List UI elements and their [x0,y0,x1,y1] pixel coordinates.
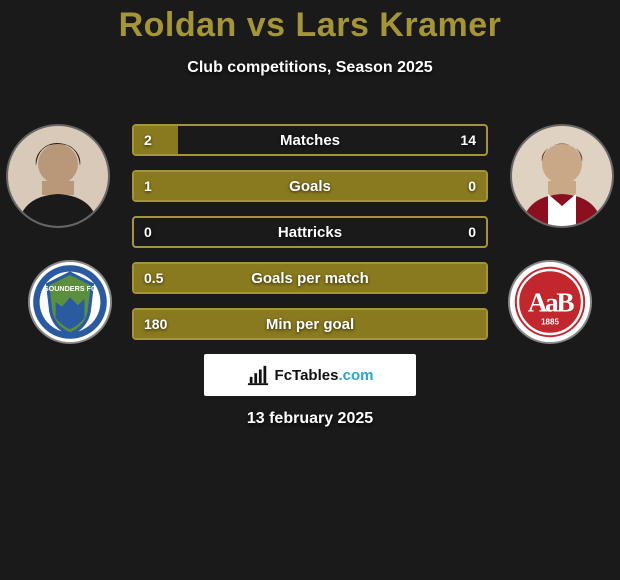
stat-left-value: 0.5 [144,270,163,286]
stat-row: 0.5Goals per match [132,262,488,294]
club-right-logo: AaB 1885 [508,260,592,344]
stat-label: Min per goal [134,316,486,333]
stat-left-value: 1 [144,178,152,194]
svg-text:AaB: AaB [528,288,574,318]
avatar-placeholder-icon [512,126,612,226]
brand-name: FcTables.com [275,367,374,384]
svg-text:SOUNDERS FC: SOUNDERS FC [44,284,96,293]
stat-label: Goals per match [134,270,486,287]
stats-container: 2Matches141Goals00Hattricks00.5Goals per… [132,124,488,340]
stat-label: Matches [134,132,486,149]
stat-right-value: 14 [460,132,476,148]
bar-chart-icon [247,364,269,386]
subtitle: Club competitions, Season 2025 [0,59,620,77]
sounders-logo-icon: SOUNDERS FC [30,262,110,342]
club-left-logo: SOUNDERS FC [28,260,112,344]
player-left-avatar [6,124,110,228]
avatar-placeholder-icon [8,126,108,226]
brand-suffix: .com [338,367,373,384]
svg-text:1885: 1885 [541,317,559,326]
stat-right-value: 0 [468,178,476,194]
stat-row: 1Goals0 [132,170,488,202]
stat-row: 2Matches14 [132,124,488,156]
stat-label: Hattricks [134,224,486,241]
page-title: Roldan vs Lars Kramer [0,0,620,45]
stat-row: 0Hattricks0 [132,216,488,248]
stat-row: 180Min per goal [132,308,488,340]
brand-attribution: FcTables.com [204,354,416,396]
stat-left-value: 0 [144,224,152,240]
stat-left-value: 2 [144,132,152,148]
stat-right-value: 0 [468,224,476,240]
comparison-date: 13 february 2025 [0,410,620,428]
aab-logo-icon: AaB 1885 [510,262,590,342]
brand-name-text: FcTables [275,367,339,384]
player-right-avatar [510,124,614,228]
stat-left-value: 180 [144,316,167,332]
stat-label: Goals [134,178,486,195]
